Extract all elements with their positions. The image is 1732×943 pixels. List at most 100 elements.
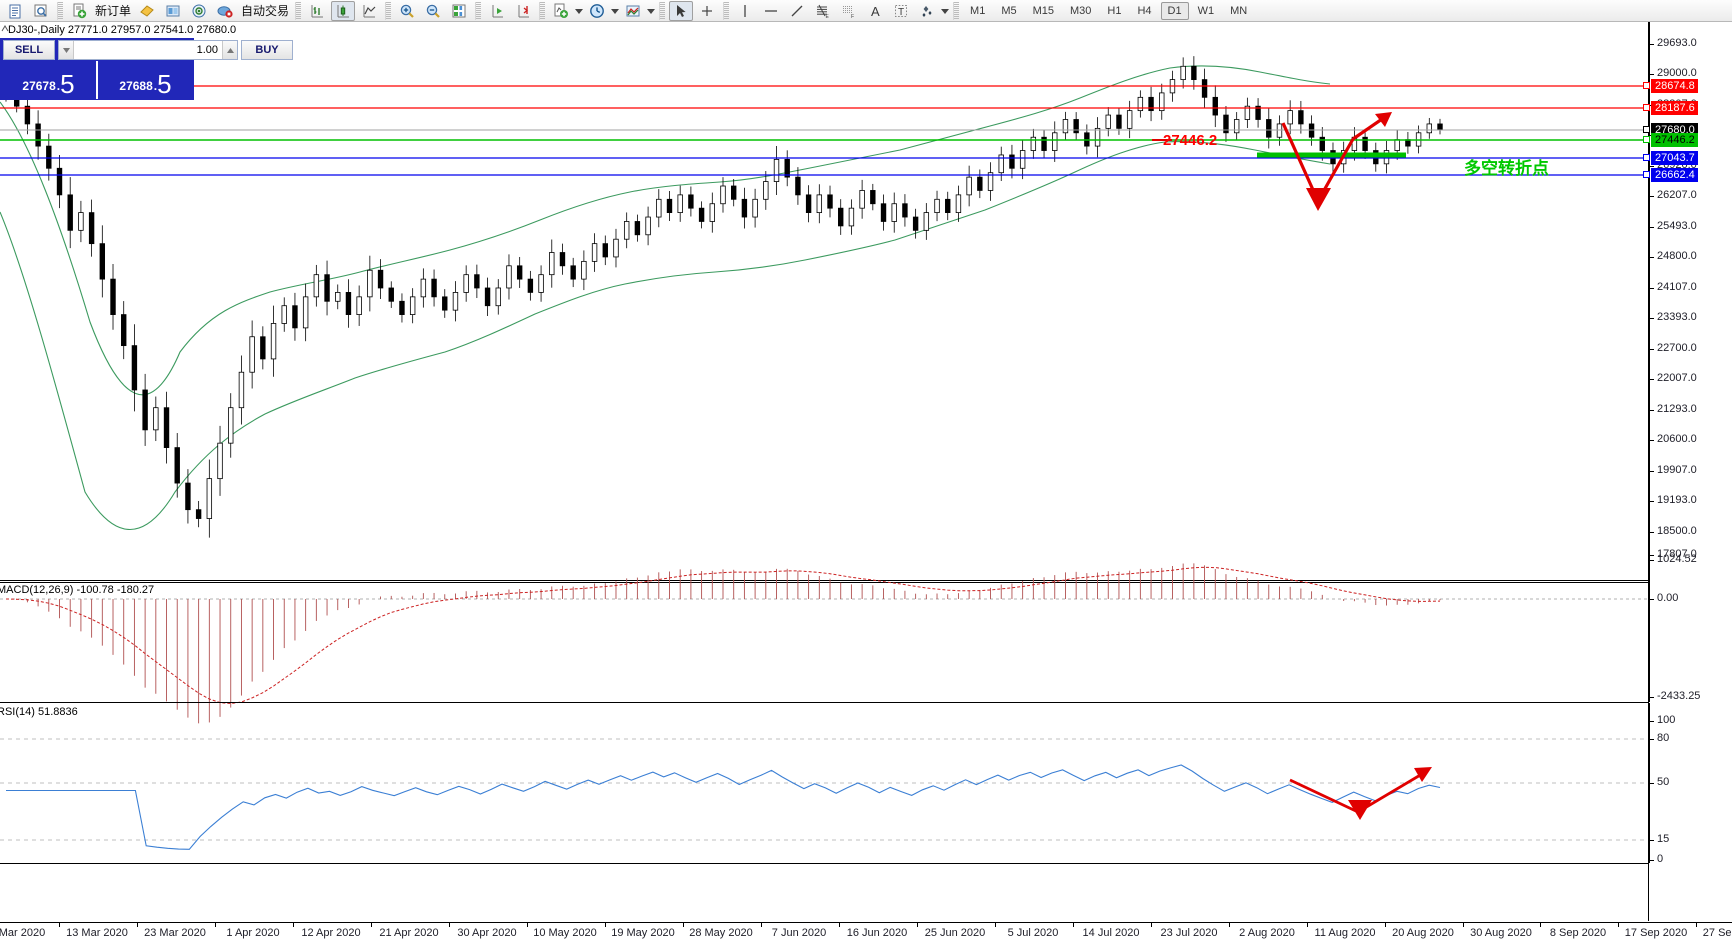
candle-body — [934, 198, 940, 214]
auto-trading-icon[interactable] — [213, 1, 237, 21]
text-label-icon[interactable]: T — [889, 1, 913, 21]
navigator-icon[interactable] — [187, 1, 211, 21]
date-axis-label: 23 Mar 2020 — [144, 927, 206, 939]
tile-windows-icon[interactable] — [447, 1, 471, 21]
timeframe-m15[interactable]: M15 — [1032, 4, 1054, 17]
metaeditor-icon[interactable] — [135, 1, 159, 21]
timeframe-h1[interactable]: H1 — [1107, 4, 1122, 17]
crosshair-icon[interactable] — [695, 1, 719, 21]
sell-price[interactable]: 27678 . 5 — [1, 61, 96, 99]
new-order-icon[interactable] — [67, 1, 91, 21]
candle-body — [1426, 123, 1432, 134]
candle-body — [1126, 110, 1133, 129]
macd-pane[interactable] — [0, 582, 1732, 702]
sell-price-fraction: 5 — [60, 69, 75, 99]
buy-price[interactable]: 27688 . 5 — [98, 61, 193, 99]
candle-body — [388, 287, 394, 302]
indicators-dropdown-caret-icon[interactable] — [574, 2, 584, 20]
volume-input[interactable] — [74, 43, 222, 57]
timeframe-w1[interactable]: W1 — [1197, 4, 1215, 17]
candle-body — [966, 176, 972, 196]
new-order-label[interactable]: 新订单 — [95, 4, 132, 18]
timeframe-m1[interactable]: M1 — [970, 4, 986, 17]
candle-body — [784, 159, 790, 178]
candle-body — [1255, 105, 1261, 120]
trendline-icon[interactable] — [785, 1, 809, 21]
text-icon[interactable]: A — [863, 1, 887, 21]
indicators-icon[interactable] — [549, 1, 573, 21]
date-axis[interactable]: Mar 2020 13 Mar 2020 23 Mar 2020 1 Apr 2020… — [0, 922, 1732, 943]
price-scale[interactable]: 29693.029000.028307.027614.026920.026207… — [1643, 22, 1732, 582]
macd-price-scale[interactable]: 1024.52 0.00 -2433.25 — [1649, 553, 1732, 702]
cursor-icon[interactable] — [669, 0, 694, 21]
vertical-line-icon[interactable] — [733, 1, 757, 21]
price-label-resistance-2[interactable]: 28187.6 — [1643, 101, 1698, 115]
price-label-resistance-1[interactable]: 28674.8 — [1643, 79, 1698, 93]
candle-body — [1276, 123, 1283, 138]
one-click-trading-panel[interactable]: SELL BUY 27678 . 5 27688 . — [0, 38, 293, 100]
candle-body — [688, 194, 694, 209]
timeframe-h4[interactable]: H4 — [1137, 4, 1152, 17]
auto-scroll-icon[interactable] — [511, 1, 535, 21]
candle-body — [142, 389, 148, 431]
candle-body — [292, 305, 298, 329]
buy-button[interactable]: BUY — [241, 40, 293, 60]
zoom-out-icon[interactable] — [421, 1, 445, 21]
candle-body — [848, 207, 855, 227]
candle-body — [677, 194, 683, 214]
date-tick — [761, 923, 762, 927]
sell-button[interactable]: SELL — [3, 40, 55, 60]
auto-trading-label[interactable]: 自动交易 — [241, 4, 290, 18]
date-axis-label: 19 May 2020 — [611, 927, 675, 939]
price-label-support-2[interactable]: 26662.4 — [1643, 168, 1698, 182]
timeframe-mn[interactable]: MN — [1230, 4, 1248, 17]
timeframe-d1[interactable]: D1 — [1160, 1, 1189, 20]
objects-dropdown-caret-icon[interactable] — [940, 2, 950, 20]
main-toolbar: 新订单 自动交易 — [0, 0, 1732, 22]
timeframe-m30[interactable]: M30 — [1070, 4, 1092, 17]
chart-shift-icon[interactable] — [485, 1, 509, 21]
templates-icon[interactable] — [621, 1, 645, 21]
line-chart-icon[interactable] — [357, 1, 381, 21]
price-label-support-1[interactable]: 27043.7 — [1643, 151, 1698, 165]
date-axis-label: 28 May 2020 — [689, 927, 753, 939]
bar-chart-icon[interactable] — [305, 1, 329, 21]
date-tick — [1540, 923, 1541, 927]
candle-body — [1319, 136, 1325, 151]
toolbar-separator — [539, 1, 546, 20]
volume-stepper[interactable] — [58, 40, 238, 60]
candle-body — [1030, 136, 1037, 151]
candle-body — [1437, 123, 1443, 130]
new-chart-icon[interactable] — [3, 1, 27, 21]
buy-price-decimal: . — [153, 79, 158, 93]
candle-body — [1137, 96, 1144, 112]
date-axis-label: 20 Aug 2020 — [1392, 927, 1454, 939]
candle-body — [67, 194, 73, 231]
candle-body — [163, 407, 170, 448]
fibonacci-retracement-icon[interactable]: E — [811, 1, 835, 21]
chart-search-icon[interactable] — [29, 1, 53, 21]
candle-body — [356, 296, 362, 315]
period-icon[interactable] — [585, 1, 609, 21]
volume-decrement-icon[interactable] — [59, 41, 74, 59]
horizontal-line-icon[interactable] — [759, 1, 783, 21]
price-label-support-green[interactable]: 27446.2 — [1643, 133, 1698, 147]
chart-canvas[interactable]: DJ30-,Daily 27771.0 27957.0 27541.0 2768… — [0, 22, 1732, 943]
candle-body — [1019, 150, 1026, 169]
candle-body — [1244, 105, 1251, 120]
date-tick — [1073, 923, 1074, 927]
candle-body — [805, 194, 812, 214]
candle-body — [773, 159, 780, 182]
period-dropdown-caret-icon[interactable] — [610, 2, 620, 20]
equidistant-channel-icon[interactable]: F — [837, 1, 861, 21]
volume-increment-icon[interactable] — [222, 41, 237, 59]
zoom-in-icon[interactable] — [395, 1, 419, 21]
templates-dropdown-caret-icon[interactable] — [646, 2, 656, 20]
objects-list-icon[interactable] — [915, 1, 939, 21]
rsi-price-scale[interactable]: 100 80 50 15 0 — [1649, 703, 1732, 865]
timeframe-m5[interactable]: M5 — [1001, 4, 1017, 17]
candle-body — [431, 278, 437, 298]
candlestick-chart-icon[interactable] — [331, 0, 356, 21]
terminal-icon[interactable] — [161, 1, 185, 21]
candle-body — [795, 176, 801, 196]
